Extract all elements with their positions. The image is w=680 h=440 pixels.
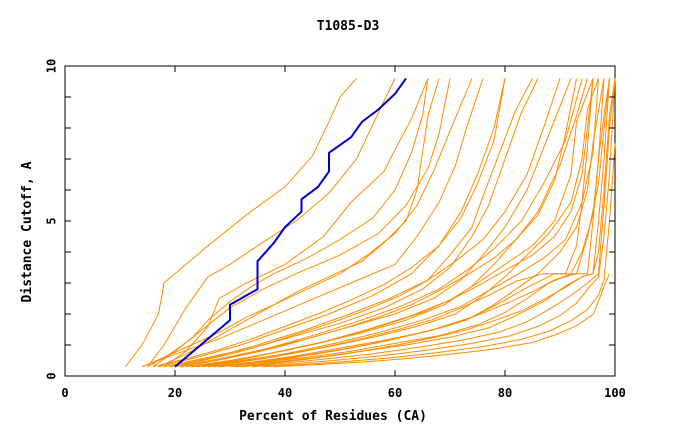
series-line-22 <box>273 273 610 368</box>
y-tick-marks <box>65 96 615 346</box>
series-line-5 <box>141 78 484 368</box>
x-tick-marks <box>64 66 616 376</box>
x-tick-label-40: 40 <box>278 386 292 400</box>
series-line-19 <box>240 78 616 368</box>
series-line-2 <box>147 78 396 368</box>
x-tick-label-100: 100 <box>604 386 626 400</box>
series-layer <box>125 78 616 368</box>
series-line-20 <box>251 78 616 368</box>
series-line-30 <box>202 78 594 368</box>
series-line-3 <box>163 78 429 368</box>
x-tick-label-0: 0 <box>61 386 68 400</box>
series-line-16 <box>202 78 599 368</box>
series-line-29 <box>191 78 594 368</box>
series-line-11 <box>207 78 605 368</box>
series-line-23 <box>147 78 429 368</box>
x-tick-label-20: 20 <box>168 386 182 400</box>
highlight-series-line <box>174 77 407 368</box>
series-line-6 <box>158 78 506 368</box>
y-tick-label-10: 10 <box>45 59 59 73</box>
y-tick-label-5: 5 <box>45 217 59 224</box>
series-line-31 <box>218 78 605 368</box>
series-line-25 <box>141 78 473 368</box>
series-line-32 <box>235 78 616 368</box>
series-line-14 <box>180 78 583 368</box>
series-line-4 <box>152 78 451 368</box>
series-line-24 <box>158 78 440 368</box>
y-tick-label-0: 0 <box>45 372 59 379</box>
series-line-1 <box>125 78 357 368</box>
x-tick-label-80: 80 <box>498 386 512 400</box>
x-tick-label-60: 60 <box>388 386 402 400</box>
series-line-28 <box>180 78 577 368</box>
x-axis-label: Percent of Residues (CA) <box>239 409 427 424</box>
series-line-27 <box>169 78 561 368</box>
series-line-21 <box>262 143 616 368</box>
series-line-26 <box>152 78 506 368</box>
highlight-series-layer <box>174 77 407 368</box>
y-axis-label: Distance Cutoff, A <box>20 161 35 302</box>
chart-title: T1085-D3 <box>317 19 380 34</box>
